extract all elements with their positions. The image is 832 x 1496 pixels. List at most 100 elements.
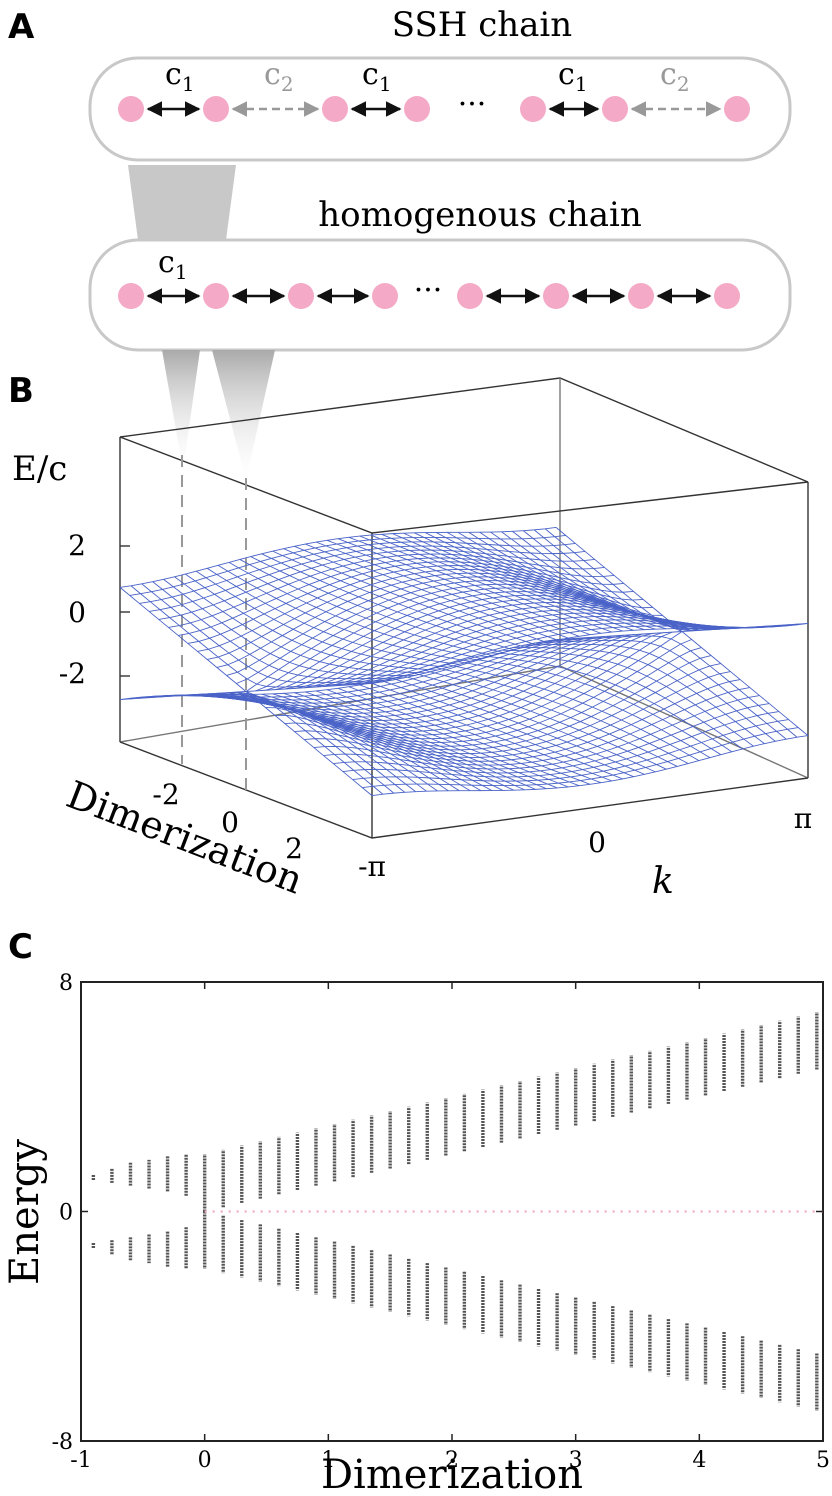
- z-tick-0: 0: [68, 596, 86, 629]
- homo-c1-label: c1: [158, 245, 188, 284]
- upper-band-line: [359, 535, 612, 633]
- homogenous-chain-title: homogenous chain: [318, 195, 641, 235]
- lower-band-line: [381, 680, 634, 778]
- ssh-c1-label-3: c1: [558, 57, 588, 96]
- panel-a-label: A: [8, 7, 35, 47]
- spotlight-cone-1: [162, 350, 200, 470]
- upper-band-line: [206, 567, 460, 665]
- lower-band-line: [207, 694, 460, 792]
- lower-band-line: [348, 686, 602, 784]
- upper-band-line: [392, 533, 645, 631]
- plot-ticks: -1 0 1 2 3 4 5 8 0 -8: [52, 971, 830, 1473]
- upper-band-line: [129, 534, 566, 596]
- homo-site: [628, 283, 654, 309]
- z-tick-neg2: -2: [59, 657, 86, 690]
- x-tick-label: 4: [692, 1448, 706, 1473]
- upper-band-line: [239, 559, 493, 656]
- homo-site: [543, 283, 569, 309]
- x-tick-label: 3: [569, 1448, 583, 1473]
- upper-band-line: [305, 543, 558, 641]
- x-axis-label: Dimerization: [321, 1452, 583, 1496]
- upper-band-line: [174, 576, 427, 674]
- lower-band-line: [479, 655, 732, 753]
- box-frame: [119, 377, 809, 839]
- upper-band-line: [403, 532, 656, 630]
- chain-funnel: [128, 165, 236, 240]
- homo-site: [372, 283, 398, 309]
- dim-tick-0: 0: [221, 806, 239, 839]
- x-tick-label: 0: [198, 1448, 212, 1473]
- upper-band-line: [381, 533, 634, 631]
- z-tick-marks: [120, 545, 130, 677]
- lower-band-line: [457, 661, 711, 759]
- ssh-site: [724, 96, 750, 122]
- lower-band-line: [228, 694, 482, 792]
- panel-c-label: C: [8, 927, 33, 967]
- ssh-c2-label-2: c2: [660, 57, 690, 96]
- homo-site: [118, 283, 144, 309]
- lower-band-line: [337, 687, 591, 785]
- ssh-site: [602, 96, 628, 122]
- x-tick-label: 1: [321, 1448, 335, 1473]
- upper-band-line: [217, 564, 471, 662]
- ssh-c1-label-2: c1: [362, 57, 392, 96]
- energy-band-mesh: [119, 526, 809, 797]
- k-tick-0: 0: [588, 826, 606, 859]
- ssh-site: [118, 96, 144, 122]
- ssh-site: [322, 96, 348, 122]
- x-tick-label: 2: [445, 1448, 459, 1473]
- upper-band-line: [163, 578, 416, 676]
- k-axis-label: k: [652, 861, 674, 902]
- lower-band-line: [435, 667, 689, 764]
- upper-band-line: [261, 553, 514, 651]
- ssh-site: [404, 96, 430, 122]
- lower-band-line: [403, 675, 656, 773]
- upper-band-line: [152, 581, 405, 680]
- k-tick-pi: π: [794, 802, 812, 835]
- lower-band-line: [362, 727, 799, 789]
- ssh-sites: [118, 96, 750, 122]
- upper-band-line: [228, 561, 482, 659]
- plot-frame: [80, 981, 824, 1442]
- y-axis-label: Energy: [2, 1139, 48, 1285]
- lower-band-line: [326, 689, 580, 787]
- ssh-chain-title: SSH chain: [392, 5, 572, 45]
- upper-band-line: [316, 541, 569, 639]
- lower-band-line: [501, 649, 754, 747]
- lower-band-line: [446, 664, 700, 762]
- upper-band-line: [158, 549, 595, 620]
- upper-band-line: [185, 573, 438, 671]
- upper-band-line: [250, 556, 503, 654]
- upper-band-line: [326, 539, 580, 637]
- lower-band-line: [218, 694, 471, 792]
- homogenous-chain-box: [88, 238, 792, 352]
- lower-band-line: [512, 647, 765, 745]
- lower-band-line: [555, 631, 809, 736]
- dimerization-axis-label: Dimerization: [61, 772, 309, 902]
- lower-band-line: [392, 677, 645, 775]
- upper-band-line: [141, 583, 394, 684]
- upper-band-line: [523, 530, 776, 629]
- y-tick-label: -8: [52, 1430, 73, 1455]
- lower-band-line: [468, 658, 722, 756]
- energy-spectrum-points: [91, 1012, 823, 1411]
- upper-band-line: [435, 532, 689, 629]
- lower-band-line: [250, 693, 504, 791]
- lower-band-line: [425, 669, 678, 767]
- homogenous-sites: [118, 283, 740, 309]
- lower-band-line: [272, 693, 525, 791]
- y-tick-label: 0: [59, 1201, 73, 1226]
- homo-site: [288, 283, 314, 309]
- upper-band-line: [304, 605, 741, 689]
- dim-tick-neg2: -2: [152, 778, 179, 811]
- x-tick-label: 5: [816, 1448, 830, 1473]
- homo-ellipsis: ···: [414, 273, 443, 308]
- homo-site: [714, 283, 740, 309]
- z-axis-label: E/c: [12, 449, 67, 489]
- homo-site: [203, 283, 229, 309]
- panel-c: C -1 0 1 2 3 4 5 8 0 -8 Energy Dimerization: [2, 927, 830, 1496]
- upper-band-line: [501, 531, 754, 629]
- homo-site: [457, 283, 483, 309]
- upper-band-line: [196, 570, 449, 668]
